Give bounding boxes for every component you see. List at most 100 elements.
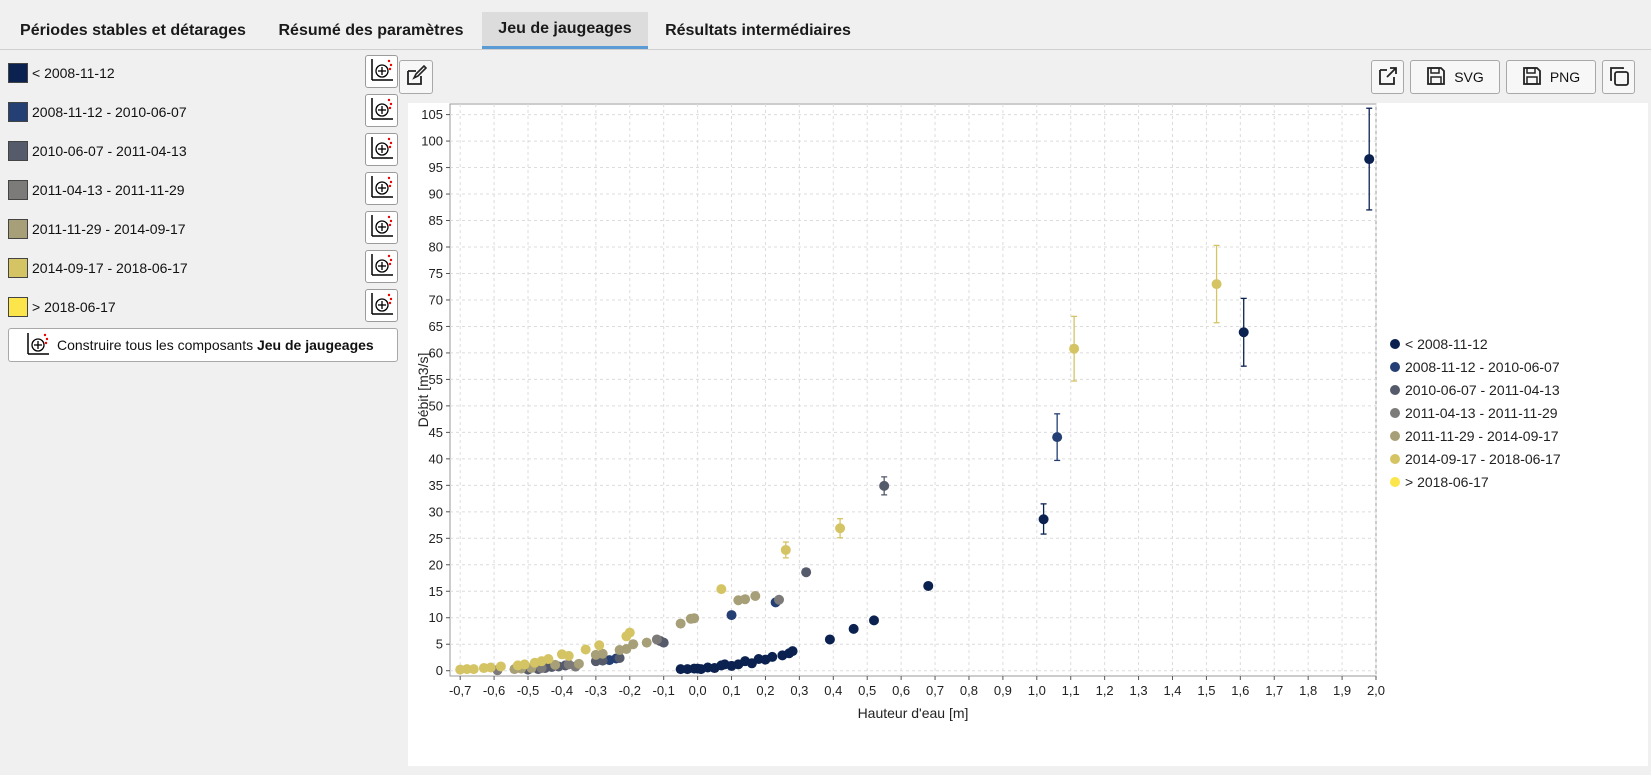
data-point (624, 627, 635, 638)
period-color-swatch[interactable] (8, 179, 28, 200)
gaugings-scatter-chart[interactable]: -0,7 -0,6 -0,5 -0,4 -0,3 -0,2 -0,1 0,0 0,1 0,2 0,3… (408, 103, 1648, 766)
data-point (1069, 343, 1080, 354)
build-component-button[interactable] (365, 172, 398, 205)
period-row: 2008-11-12 - 2010-06-07 (6, 92, 398, 131)
x-tick-label: 1,8 (1299, 683, 1317, 698)
period-label: > 2018-06-17 (32, 298, 116, 315)
data-point (689, 613, 700, 624)
data-point (580, 644, 591, 655)
save-icon (1426, 66, 1446, 89)
x-tick-label: 0,0 (689, 683, 707, 698)
data-point (774, 594, 785, 605)
x-tick-label: 1,1 (1062, 683, 1080, 698)
y-tick-label: 70 (429, 292, 443, 307)
legend-entry: 2008-11-12 - 2010-06-07 (1405, 359, 1560, 375)
data-point (1238, 327, 1249, 338)
x-tick-label: 2,0 (1367, 683, 1385, 698)
tab-intermediate-results[interactable]: Résultats intermédiaires (652, 12, 864, 49)
build-component-icon (25, 331, 51, 360)
x-axis-label: Hauteur d'eau [m] (858, 705, 969, 721)
y-axis-label: Débit [m3/s] (415, 353, 431, 428)
x-tick-label: -0,7 (449, 683, 471, 698)
data-point (675, 618, 686, 629)
data-point (594, 640, 605, 651)
y-tick-label: 45 (429, 425, 443, 440)
period-color-swatch[interactable] (8, 257, 28, 278)
period-color-swatch[interactable] (8, 296, 28, 317)
data-point (879, 480, 890, 491)
data-point (848, 623, 859, 634)
tab-stable-periods[interactable]: Périodes stables et détarages (6, 12, 260, 49)
x-tick-label: -0,2 (619, 683, 641, 698)
data-point (614, 652, 625, 663)
build-all-label: Construire tous les composants Jeu de ja… (57, 337, 374, 353)
data-point (767, 651, 778, 662)
save-png-button[interactable]: PNG (1506, 60, 1596, 94)
build-all-components-button[interactable]: Construire tous les composants Jeu de ja… (8, 328, 398, 362)
x-tick-label: -0,4 (551, 683, 573, 698)
legend-entry: < 2008-11-12 (1405, 336, 1488, 352)
tab-parameters-summary[interactable]: Résumé des paramètres (264, 12, 478, 49)
y-tick-label: 100 (421, 134, 443, 149)
y-tick-label: 30 (429, 504, 443, 519)
y-tick-label: 95 (429, 160, 443, 175)
y-tick-label: 0 (436, 663, 443, 678)
legend-marker (1390, 454, 1400, 464)
data-point (824, 634, 835, 645)
x-tick-label: -0,5 (517, 683, 539, 698)
tab-label: Périodes stables et détarages (20, 21, 246, 39)
open-external-button[interactable] (1371, 60, 1404, 94)
period-color-swatch[interactable] (8, 101, 28, 122)
period-row: 2011-04-13 - 2011-11-29 (6, 170, 398, 209)
period-color-swatch[interactable] (8, 140, 28, 161)
edit-icon (405, 64, 428, 90)
x-tick-label: 1,9 (1333, 683, 1351, 698)
period-label: 2010-06-07 - 2011-04-13 (32, 142, 187, 159)
x-tick-label: 1,2 (1096, 683, 1114, 698)
build-component-icon (369, 252, 395, 281)
x-tick-label: 0,2 (756, 683, 774, 698)
period-color-swatch[interactable] (8, 62, 28, 83)
period-label: 2008-11-12 - 2010-06-07 (32, 103, 187, 120)
period-label: 2014-09-17 - 2018-06-17 (32, 259, 188, 276)
x-tick-label: 0,5 (858, 683, 876, 698)
x-tick-label: 1,0 (1028, 683, 1046, 698)
period-color-swatch[interactable] (8, 218, 28, 239)
build-component-icon (369, 96, 395, 125)
y-tick-label: 75 (429, 266, 443, 281)
data-point (726, 610, 737, 621)
data-point (923, 580, 934, 591)
build-component-button[interactable] (365, 133, 398, 166)
copy-icon (1608, 65, 1630, 90)
period-label: 2011-11-29 - 2014-09-17 (32, 220, 186, 237)
x-tick-label: 1,6 (1231, 683, 1249, 698)
data-point (868, 615, 879, 626)
period-row: 2014-09-17 - 2018-06-17 (6, 248, 398, 287)
build-component-button[interactable] (365, 289, 398, 322)
data-point (628, 639, 639, 650)
save-svg-button[interactable]: SVG (1410, 60, 1500, 94)
data-point (651, 634, 662, 645)
data-point (1211, 279, 1222, 290)
y-tick-label: 50 (429, 398, 443, 413)
data-point (641, 637, 652, 648)
y-tick-label: 80 (429, 240, 443, 255)
build-component-button[interactable] (365, 55, 398, 88)
data-point (485, 662, 496, 673)
copy-button[interactable] (1602, 60, 1635, 94)
period-row: 2011-11-29 - 2014-09-17 (6, 209, 398, 248)
build-component-button[interactable] (365, 250, 398, 283)
data-point (750, 591, 761, 602)
y-tick-label: 85 (429, 213, 443, 228)
data-point (573, 658, 584, 669)
data-point (1038, 514, 1049, 525)
plot-area (449, 103, 1377, 677)
y-tick-label: 25 (429, 531, 443, 546)
data-point (519, 659, 530, 670)
data-point (563, 650, 574, 661)
tab-gaugings-set[interactable]: Jeu de jaugeages (482, 12, 648, 49)
build-component-button[interactable] (365, 94, 398, 127)
build-component-button[interactable] (365, 211, 398, 244)
legend-marker (1390, 339, 1400, 349)
edit-button[interactable] (399, 60, 433, 94)
